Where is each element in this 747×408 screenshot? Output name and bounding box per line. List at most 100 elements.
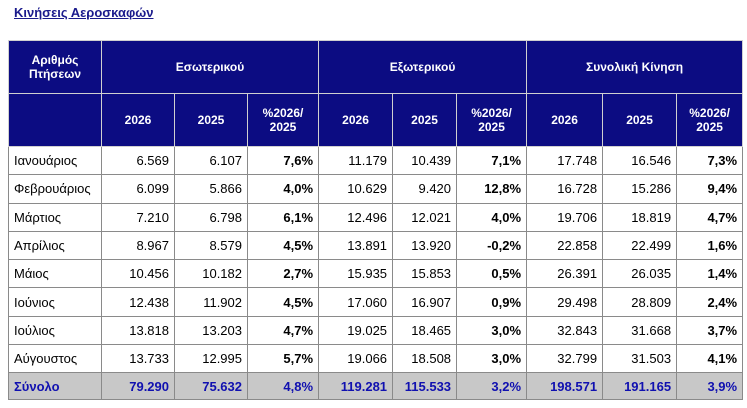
value-cell: 8.579: [174, 230, 248, 261]
value-cell: 13.818: [101, 315, 175, 346]
pct-cell: 4,5%: [246, 230, 320, 261]
value-cell: 16.728: [526, 174, 604, 204]
value-cell: 28.809: [602, 287, 678, 317]
value-cell: 17.748: [526, 145, 604, 176]
table-row: Μάρτιος 7.210 6.798 6,1% 12.496 12.021 4,0% 19.…: [8, 202, 744, 232]
value-cell: 16.907: [392, 287, 458, 317]
value-cell: 10.439: [392, 145, 458, 176]
total-cell: 198.571: [526, 372, 604, 401]
value-cell: 19.025: [318, 315, 394, 346]
table-row: Αύγουστος 13.733 12.995 5,7% 19.066 18.508 3,0…: [8, 344, 744, 374]
value-cell: 29.498: [526, 287, 604, 317]
value-cell: 18.465: [392, 315, 458, 346]
month-cell: Μάιος: [8, 259, 102, 289]
value-cell: 22.499: [602, 230, 678, 261]
header-row-label: Αριθμός Πτήσεων: [8, 40, 102, 94]
pct-cell: 1,4%: [676, 259, 744, 289]
pct-cell: 5,7%: [246, 344, 320, 374]
value-cell: 32.799: [526, 344, 604, 374]
header-2025: 2025: [602, 93, 678, 147]
pct-cell: 6,1%: [246, 202, 320, 232]
value-cell: 6.099: [101, 174, 175, 204]
value-cell: 11.179: [318, 145, 394, 176]
table-row: Μάιος 10.456 10.182 2,7% 15.935 15.853 0,5% 26.…: [8, 259, 744, 289]
value-cell: 6.798: [174, 202, 248, 232]
pct-cell: 9,4%: [676, 174, 744, 204]
pct-cell: -0,2%: [456, 230, 528, 261]
total-label: Σύνολο: [8, 372, 102, 401]
value-cell: 13.891: [318, 230, 394, 261]
value-cell: 10.456: [101, 259, 175, 289]
value-cell: 18.508: [392, 344, 458, 374]
value-cell: 6.107: [174, 145, 248, 176]
flights-table: Αριθμός Πτήσεων Εσωτερικού Εξωτερικού Συ…: [8, 40, 744, 401]
pct-cell: 4,0%: [456, 202, 528, 232]
value-cell: 26.391: [526, 259, 604, 289]
value-cell: 15.935: [318, 259, 394, 289]
table-row: Ιούλιος 13.818 13.203 4,7% 19.025 18.465 3,0% 3…: [8, 315, 744, 346]
value-cell: 13.920: [392, 230, 458, 261]
value-cell: 22.858: [526, 230, 604, 261]
pct-cell: 7,3%: [676, 145, 744, 176]
total-cell: 115.533: [392, 372, 458, 401]
month-cell: Ιανουάριος: [8, 145, 102, 176]
pct-cell: 7,1%: [456, 145, 528, 176]
total-cell: 3,9%: [676, 372, 744, 401]
pct-cell: 4,1%: [676, 344, 744, 374]
month-cell: Απρίλιος: [8, 230, 102, 261]
value-cell: 12.021: [392, 202, 458, 232]
value-cell: 26.035: [602, 259, 678, 289]
header-group-international: Εξωτερικού: [318, 40, 528, 94]
value-cell: 12.496: [318, 202, 394, 232]
value-cell: 19.706: [526, 202, 604, 232]
header-pct: %2026/ 2025: [676, 93, 744, 147]
total-cell: 4,8%: [246, 372, 320, 401]
header-group-domestic: Εσωτερικού: [100, 40, 320, 94]
header-2026: 2026: [318, 93, 394, 147]
header-group-total: Συνολική Κίνηση: [526, 40, 744, 94]
pct-cell: 12,8%: [456, 174, 528, 204]
value-cell: 19.066: [318, 344, 394, 374]
value-cell: 16.546: [602, 145, 678, 176]
value-cell: 31.668: [602, 315, 678, 346]
pct-cell: 0,9%: [456, 287, 528, 317]
month-cell: Φεβρουάριος: [8, 174, 102, 204]
header-2025: 2025: [392, 93, 458, 147]
total-row: Σύνολο 79.290 75.632 4,8% 119.281 115.53…: [8, 372, 744, 401]
header-pct: %2026/ 2025: [246, 93, 320, 147]
value-cell: 10.182: [174, 259, 248, 289]
header-pct: %2026/ 2025: [456, 93, 528, 147]
header-2026: 2026: [526, 93, 604, 147]
value-cell: 32.843: [526, 315, 604, 346]
pct-cell: 3,7%: [676, 315, 744, 346]
value-cell: 10.629: [318, 174, 394, 204]
value-cell: 17.060: [318, 287, 394, 317]
page-title: Κινήσεις Αεροσκαφών: [14, 5, 154, 20]
value-cell: 31.503: [602, 344, 678, 374]
value-cell: 18.819: [602, 202, 678, 232]
pct-cell: 3,0%: [456, 315, 528, 346]
total-cell: 75.632: [174, 372, 248, 401]
value-cell: 7.210: [101, 202, 175, 232]
pct-cell: 4,7%: [676, 202, 744, 232]
value-cell: 13.203: [174, 315, 248, 346]
pct-cell: 4,5%: [246, 287, 320, 317]
table-row: Ιούνιος 12.438 11.902 4,5% 17.060 16.907 0,9% 2…: [8, 287, 744, 317]
month-cell: Μάρτιος: [8, 202, 102, 232]
value-cell: 6.569: [101, 145, 175, 176]
pct-cell: 4,7%: [246, 315, 320, 346]
value-cell: 11.902: [174, 287, 248, 317]
pct-cell: 3,0%: [456, 344, 528, 374]
header-2025: 2025: [174, 93, 248, 147]
pct-cell: 7,6%: [246, 145, 320, 176]
table-row: Απρίλιος 8.967 8.579 4,5% 13.891 13.920 -0,2% 2…: [8, 230, 744, 261]
month-cell: Ιούνιος: [8, 287, 102, 317]
value-cell: 12.995: [174, 344, 248, 374]
value-cell: 13.733: [101, 344, 175, 374]
month-cell: Αύγουστος: [8, 344, 102, 374]
header-empty: [8, 93, 102, 147]
value-cell: 12.438: [101, 287, 175, 317]
table-row: Ιανουάριος 6.569 6.107 7,6% 11.179 10.439 7,1%…: [8, 145, 744, 176]
value-cell: 5.866: [174, 174, 248, 204]
total-cell: 3,2%: [456, 372, 528, 401]
